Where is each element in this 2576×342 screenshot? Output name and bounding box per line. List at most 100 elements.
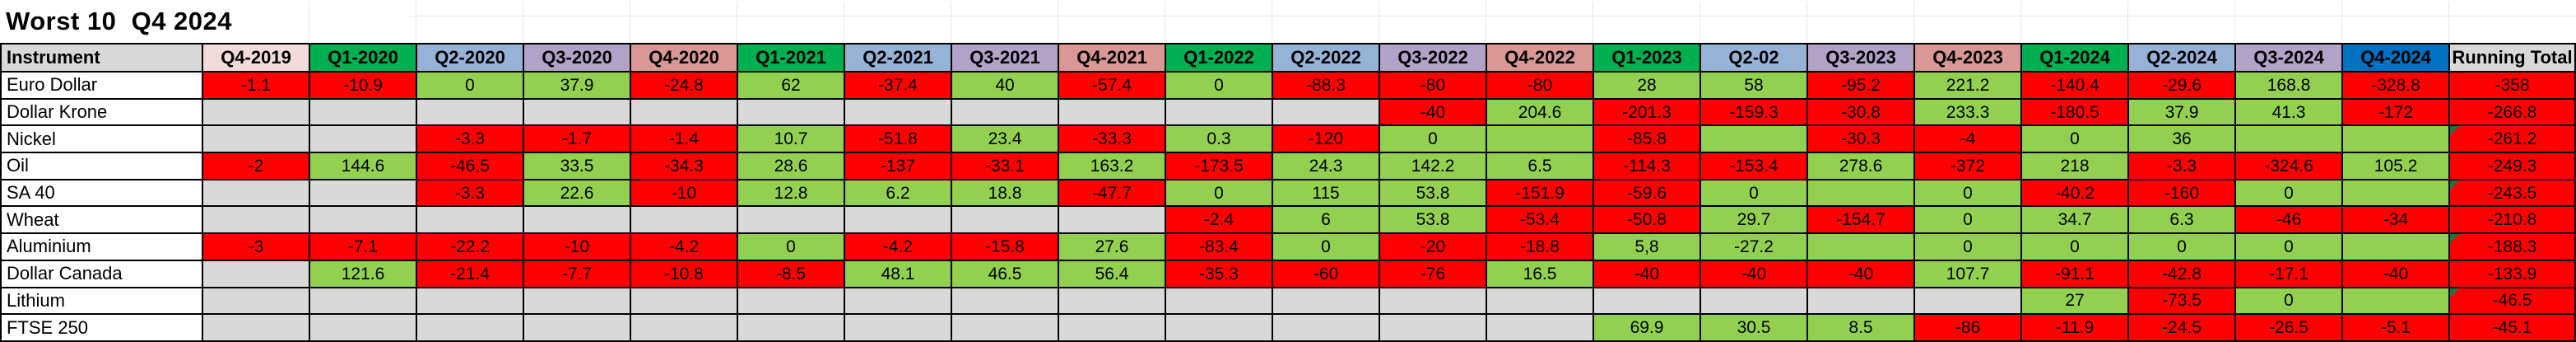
instrument-cell[interactable]: Lithium <box>2 288 203 316</box>
running-total-cell[interactable]: -46.5 <box>2450 288 2576 316</box>
value-cell[interactable]: 0 <box>1166 73 1273 100</box>
value-cell[interactable] <box>631 99 738 127</box>
value-cell[interactable]: -160 <box>2129 180 2236 208</box>
value-cell[interactable]: -46 <box>2236 207 2343 235</box>
value-cell[interactable]: 0 <box>1701 180 1808 208</box>
value-cell[interactable] <box>845 207 952 235</box>
value-cell[interactable]: 0 <box>1273 234 1380 261</box>
value-cell[interactable]: 144.6 <box>310 153 417 180</box>
value-cell[interactable]: 22.6 <box>524 180 631 208</box>
value-cell[interactable]: -46.5 <box>417 153 524 180</box>
value-cell[interactable]: 33.5 <box>524 153 631 180</box>
value-cell[interactable]: 6 <box>1273 207 1380 235</box>
value-cell[interactable]: -2.4 <box>1166 207 1273 235</box>
running-total-cell[interactable]: -261.2 <box>2450 126 2576 154</box>
quarter-header-cell[interactable]: Q1-2022 <box>1166 45 1273 73</box>
quarter-header-cell[interactable]: Q1-2020 <box>310 45 417 73</box>
value-cell[interactable]: 28 <box>1594 73 1701 100</box>
value-cell[interactable] <box>1808 288 1915 316</box>
running-total-header-cell[interactable]: Running Total <box>2450 45 2576 73</box>
value-cell[interactable]: -1.4 <box>631 126 738 154</box>
instrument-cell[interactable]: SA 40 <box>2 180 203 208</box>
value-cell[interactable]: -33.1 <box>952 153 1059 180</box>
value-cell[interactable]: 115 <box>1273 180 1380 208</box>
quarter-header-cell[interactable]: Q2-2020 <box>417 45 524 73</box>
instrument-cell[interactable]: Euro Dollar <box>2 73 203 100</box>
value-cell[interactable]: -153.4 <box>1701 153 1808 180</box>
value-cell[interactable]: -10.8 <box>631 260 738 288</box>
value-cell[interactable] <box>310 207 417 235</box>
value-cell[interactable]: -22.2 <box>417 234 524 261</box>
value-cell[interactable]: -76 <box>1380 260 1487 288</box>
value-cell[interactable]: -40 <box>2343 260 2450 288</box>
value-cell[interactable]: 12.8 <box>738 180 845 208</box>
running-total-cell[interactable]: -243.5 <box>2450 180 2576 208</box>
value-cell[interactable]: -59.6 <box>1594 180 1701 208</box>
value-cell[interactable]: 0 <box>1380 126 1487 154</box>
value-cell[interactable]: -154.7 <box>1808 207 1915 235</box>
instrument-cell[interactable]: Wheat <box>2 207 203 235</box>
value-cell[interactable]: -40 <box>1594 260 1701 288</box>
value-cell[interactable] <box>310 99 417 127</box>
value-cell[interactable]: -86 <box>1915 315 2022 342</box>
value-cell[interactable]: 0 <box>1166 180 1273 208</box>
running-total-cell[interactable]: -249.3 <box>2450 153 2576 180</box>
value-cell[interactable]: -57.4 <box>1059 73 1166 100</box>
value-cell[interactable] <box>524 288 631 316</box>
value-cell[interactable]: -3.3 <box>417 126 524 154</box>
value-cell[interactable] <box>524 207 631 235</box>
value-cell[interactable]: 0 <box>2236 288 2343 316</box>
value-cell[interactable]: -151.9 <box>1487 180 1594 208</box>
value-cell[interactable]: -88.3 <box>1273 73 1380 100</box>
value-cell[interactable]: -1.7 <box>524 126 631 154</box>
value-cell[interactable]: -180.5 <box>2022 99 2129 127</box>
value-cell[interactable]: -30.3 <box>1808 126 1915 154</box>
running-total-cell[interactable]: -133.9 <box>2450 260 2576 288</box>
value-cell[interactable] <box>1915 288 2022 316</box>
value-cell[interactable] <box>2343 126 2450 154</box>
value-cell[interactable]: -21.4 <box>417 260 524 288</box>
instrument-cell[interactable]: Dollar Canada <box>2 260 203 288</box>
value-cell[interactable]: 0 <box>738 234 845 261</box>
value-cell[interactable] <box>845 288 952 316</box>
value-cell[interactable] <box>1594 288 1701 316</box>
value-cell[interactable]: 0 <box>1915 180 2022 208</box>
value-cell[interactable]: 0 <box>2129 234 2236 261</box>
value-cell[interactable]: -201.3 <box>1594 99 1701 127</box>
quarter-header-cell[interactable]: Q4-2022 <box>1487 45 1594 73</box>
value-cell[interactable]: 16.5 <box>1487 260 1594 288</box>
quarter-header-cell[interactable]: Q4-2023 <box>1915 45 2022 73</box>
running-total-cell[interactable]: -45.1 <box>2450 315 2576 342</box>
value-cell[interactable] <box>203 207 310 235</box>
value-cell[interactable]: -159.3 <box>1701 99 1808 127</box>
value-cell[interactable]: -3.3 <box>2129 153 2236 180</box>
value-cell[interactable]: 121.6 <box>310 260 417 288</box>
value-cell[interactable]: 28.6 <box>738 153 845 180</box>
value-cell[interactable]: -11.9 <box>2022 315 2129 342</box>
value-cell[interactable]: -5.1 <box>2343 315 2450 342</box>
value-cell[interactable]: -34.3 <box>631 153 738 180</box>
value-cell[interactable]: -4.2 <box>631 234 738 261</box>
value-cell[interactable] <box>845 315 952 342</box>
value-cell[interactable]: -40.2 <box>2022 180 2129 208</box>
value-cell[interactable]: 30.5 <box>1701 315 1808 342</box>
value-cell[interactable]: -15.8 <box>952 234 1059 261</box>
value-cell[interactable]: -4.2 <box>845 234 952 261</box>
value-cell[interactable] <box>203 99 310 127</box>
value-cell[interactable]: -50.8 <box>1594 207 1701 235</box>
value-cell[interactable]: 6.5 <box>1487 153 1594 180</box>
value-cell[interactable]: 40 <box>952 73 1059 100</box>
quarter-header-cell[interactable]: Q3-2023 <box>1808 45 1915 73</box>
value-cell[interactable] <box>1166 99 1273 127</box>
value-cell[interactable]: 204.6 <box>1487 99 1594 127</box>
value-cell[interactable]: -328.8 <box>2343 73 2450 100</box>
value-cell[interactable]: 6.2 <box>845 180 952 208</box>
value-cell[interactable]: 56.4 <box>1059 260 1166 288</box>
value-cell[interactable]: 278.6 <box>1808 153 1915 180</box>
value-cell[interactable]: -3 <box>203 234 310 261</box>
value-cell[interactable]: -42.8 <box>2129 260 2236 288</box>
value-cell[interactable] <box>738 288 845 316</box>
value-cell[interactable] <box>952 315 1059 342</box>
value-cell[interactable] <box>1380 315 1487 342</box>
running-total-cell[interactable]: -188.3 <box>2450 234 2576 261</box>
